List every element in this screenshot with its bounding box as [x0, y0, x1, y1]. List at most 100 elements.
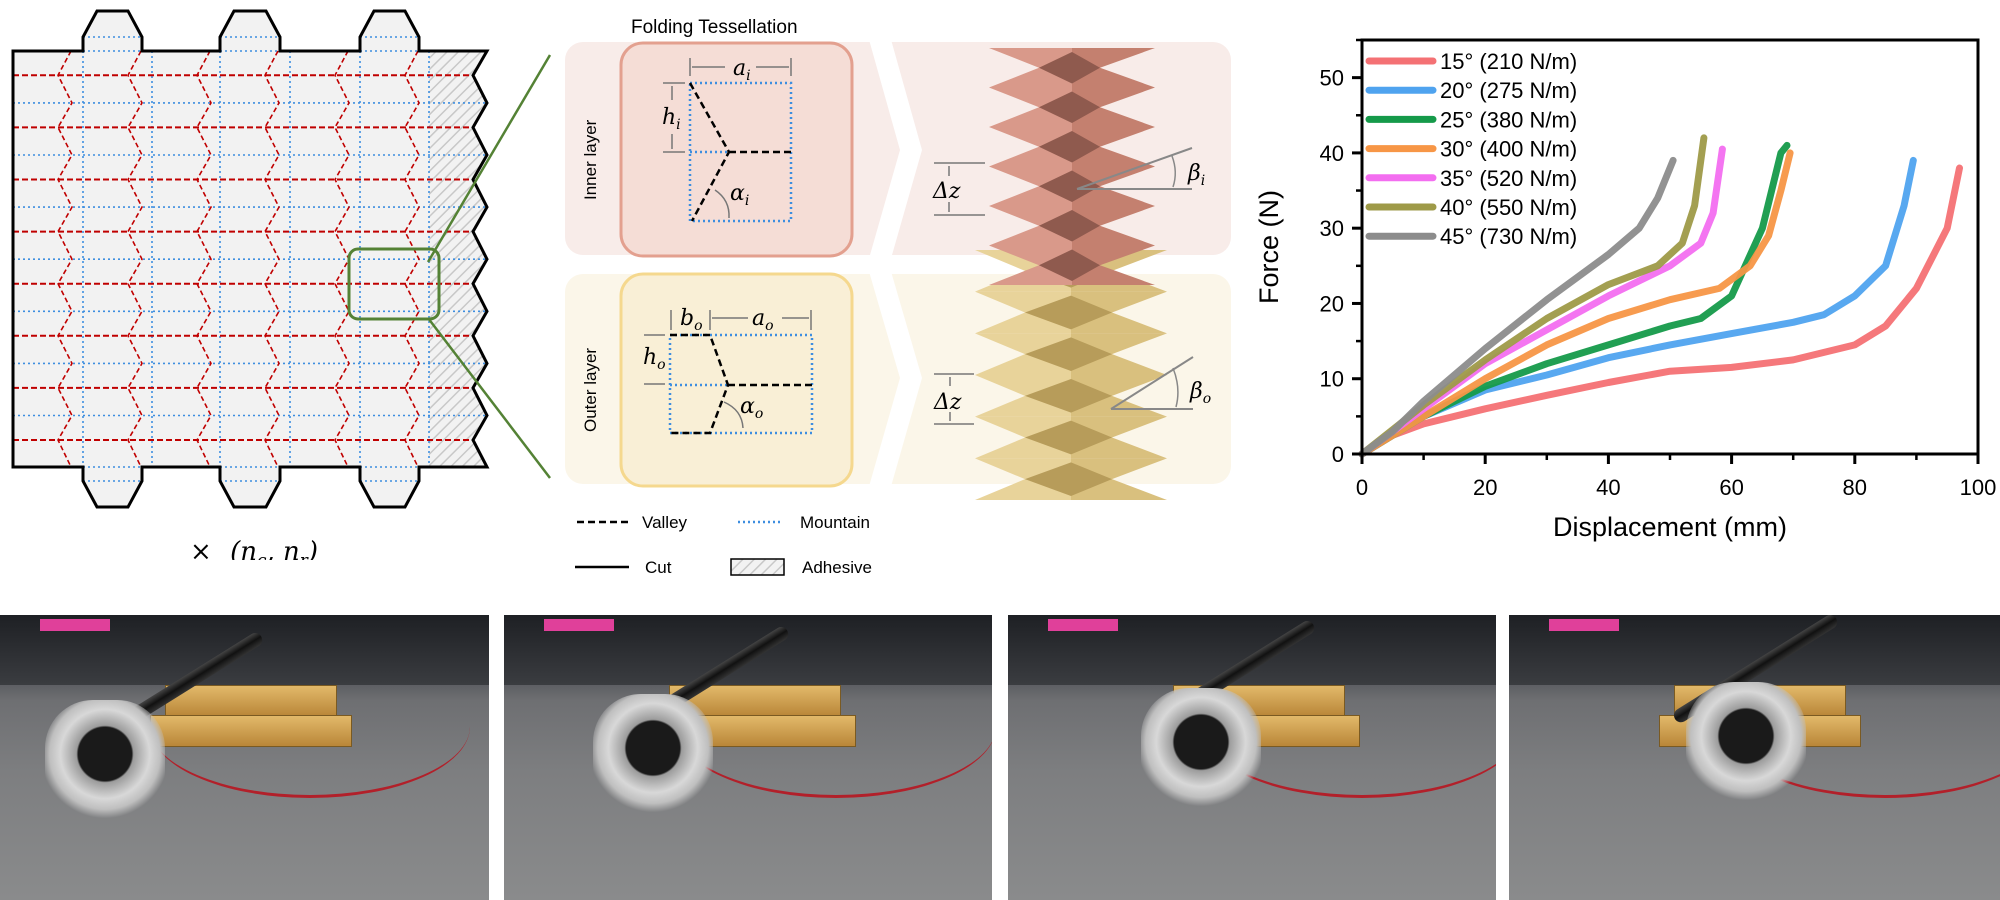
cut-legend-label: Cut — [645, 558, 672, 577]
inner-chevron — [868, 36, 922, 262]
origami-facet — [1039, 170, 1100, 202]
legend-label-5: 40° (550 N/m) — [1440, 195, 1577, 220]
background-case — [40, 619, 110, 631]
valley-legend-label: Valley — [642, 513, 688, 532]
legend-label-0: 15° (210 N/m) — [1440, 49, 1577, 74]
origami-facet — [1071, 416, 1167, 459]
crease-legend: Valley Mountain Cut Adhesive — [575, 513, 872, 577]
origami-facet — [1072, 166, 1155, 206]
cut-outline — [11, 9, 490, 509]
hopping-robot — [593, 694, 713, 814]
inner-a-label: ai — [733, 56, 751, 84]
inner-layer-label: Inner layer — [581, 119, 600, 200]
origami-facet — [1071, 333, 1167, 375]
legend-label-3: 30° (400 N/m) — [1440, 137, 1577, 162]
inner-layer-origami-render — [989, 48, 1155, 285]
outer-layer-origami-render — [975, 250, 1167, 500]
inner-dz-annotation — [934, 162, 985, 216]
origami-facet — [1039, 210, 1100, 242]
photo-frame-1 — [0, 615, 489, 900]
y-tick-label: 10 — [1320, 367, 1344, 392]
origami-facet — [989, 127, 1072, 167]
inner-dz-label: Δz — [932, 179, 961, 204]
series-line-3 — [1358, 149, 1794, 458]
legend-label-2: 25° (380 N/m) — [1440, 107, 1577, 132]
force-displacement-chart: 0 20 40 60 80 100 0 10 20 30 40 50 15° (210 N/m) 20°… — [1254, 38, 1997, 542]
series-line-2 — [1358, 141, 1791, 458]
x-tick-label: 60 — [1719, 475, 1743, 500]
power-cable — [1725, 655, 2000, 798]
origami-facet — [1072, 48, 1155, 88]
outer-layer-label: Outer layer — [581, 348, 600, 432]
valley-zigzag — [196, 50, 212, 468]
y-tick-label: 40 — [1320, 141, 1344, 166]
x-tick-label: 0 — [1356, 475, 1368, 500]
adhesive-legend-label: Adhesive — [802, 558, 872, 577]
crease-pattern: × (nc, nr) — [11, 9, 490, 560]
origami-facet — [1039, 249, 1100, 281]
origami-facet — [1039, 131, 1100, 163]
origami-facet — [975, 333, 1071, 375]
origami-facet — [989, 245, 1072, 285]
zoom-connector-bottom — [427, 317, 551, 479]
hopping-robot — [1686, 682, 1806, 802]
power-cable — [676, 655, 992, 798]
y-tick-label: 50 — [1320, 66, 1344, 91]
inner-beta-annotation — [1076, 147, 1193, 190]
origami-facet — [1072, 87, 1155, 127]
origami-facet — [989, 206, 1072, 246]
valley-zigzag — [127, 50, 143, 468]
origami-facet — [1025, 379, 1112, 413]
valley-zigzag — [57, 50, 73, 468]
origami-facet — [975, 291, 1071, 334]
photo-frame-3 — [1008, 615, 1496, 900]
outer-dz-label: Δz — [933, 390, 962, 415]
hopping-robot — [1141, 688, 1261, 808]
legend-label-1: 20° (275 N/m) — [1440, 78, 1577, 103]
x-tick-label: 20 — [1473, 475, 1497, 500]
x-axis-title: Displacement (mm) — [1553, 512, 1787, 542]
photo-frame-2 — [504, 615, 992, 900]
outer-alpha-label: αo — [740, 394, 763, 422]
inner-beta-label: βi — [1187, 161, 1205, 189]
valley-zigzag — [404, 50, 420, 468]
inner-unit-cell: ai hi αi — [662, 56, 793, 223]
outer-dz-annotation — [934, 373, 974, 425]
outer-h-label: ho — [643, 345, 666, 373]
outer-unit-cell: bo ao ho αo — [643, 306, 814, 435]
inner-layer-box — [619, 41, 854, 258]
origami-facet — [975, 375, 1071, 417]
zoom-box — [347, 247, 441, 321]
hopping-robot — [45, 700, 165, 820]
photo-frame-4 — [1509, 615, 2000, 900]
background-case — [1048, 619, 1118, 631]
y-axis-title: Force (N) — [1254, 190, 1284, 304]
outer-a-label: ao — [752, 306, 774, 334]
background-case — [544, 619, 614, 631]
x-tick-label: 80 — [1843, 475, 1867, 500]
origami-facet — [1072, 127, 1155, 167]
origami-facet — [1039, 91, 1100, 123]
legend-label-6: 45° (730 N/m) — [1440, 224, 1577, 249]
x-tick-label: 100 — [1960, 475, 1997, 500]
tessellation-title: Folding Tessellation — [631, 17, 798, 38]
origami-facet — [1025, 337, 1112, 371]
mountain-legend-label: Mountain — [800, 513, 870, 532]
outer-beta-annotation — [1110, 356, 1194, 410]
folding-tessellation: Folding Tessellation Inner layer Outer l… — [426, 17, 1231, 577]
origami-facet — [1072, 206, 1155, 246]
outer-b-label: bo — [680, 306, 703, 334]
origami-facet — [975, 458, 1071, 500]
series-line-5 — [1358, 134, 1708, 458]
origami-facet — [975, 416, 1071, 459]
origami-facet — [1072, 245, 1155, 285]
y-tick-label: 30 — [1320, 216, 1344, 241]
origami-facet — [989, 87, 1072, 127]
zoom-connector-top — [426, 54, 552, 263]
origami-facet — [1039, 52, 1100, 84]
background-case — [1549, 619, 1619, 631]
power-cable — [1202, 655, 1496, 798]
y-tick-label: 0 — [1332, 442, 1344, 467]
origami-facet — [989, 166, 1072, 206]
